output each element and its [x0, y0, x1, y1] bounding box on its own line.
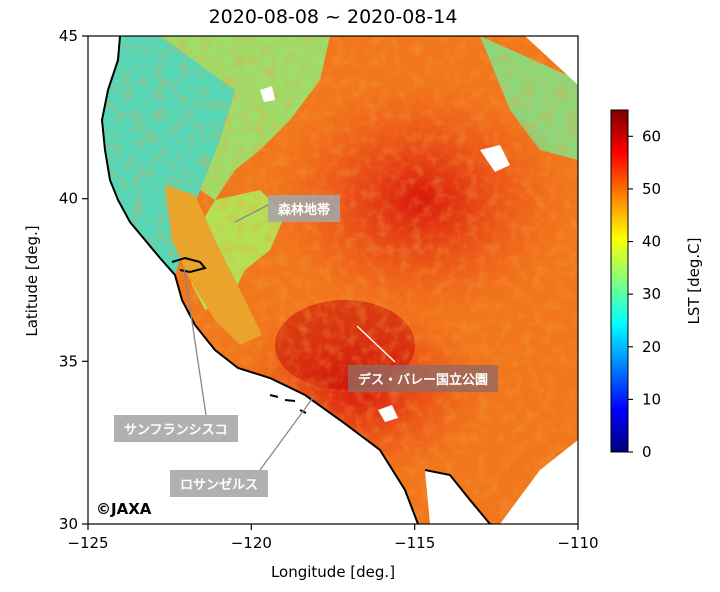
colorbar-tick-label: 30: [642, 285, 661, 303]
callout-los-angeles: ロサンゼルス: [170, 470, 269, 497]
colorbar-tick-label: 10: [642, 390, 661, 408]
colorbar-tick-label: 50: [642, 180, 661, 198]
leader-san-francisco: [183, 267, 207, 416]
figure-title: 2020-08-08 ~ 2020-08-14: [208, 6, 458, 28]
x-axis-ticks: −125 −120 −115 −110: [67, 524, 599, 552]
y-axis-label: Latitude [deg.]: [23, 225, 41, 337]
no-data-patch: [480, 145, 510, 172]
colorbar-tick-label: 20: [642, 338, 661, 356]
colorbar-tick-label: 60: [642, 127, 661, 145]
x-tick-label: −115: [394, 534, 435, 552]
x-axis-label: Longitude [deg.]: [270, 563, 396, 581]
colorbar-tick-label: 40: [642, 233, 661, 251]
callout-forest: 森林地帯: [268, 195, 341, 222]
leader-death-valley: [356, 325, 396, 363]
y-axis-ticks: 30 35 40 45: [59, 27, 88, 533]
x-tick-label: −120: [231, 534, 272, 552]
x-tick-label: −125: [67, 534, 108, 552]
y-tick-label: 30: [59, 515, 78, 533]
no-data-patch: [260, 86, 275, 102]
sf-bay-outline: [171, 256, 207, 274]
sea-of-cortez-edge: [500, 440, 578, 524]
callout-san-francisco: サンフランシスコ: [114, 415, 238, 442]
y-tick-label: 35: [59, 352, 78, 370]
y-tick-label: 45: [59, 27, 78, 45]
leader-los-angeles: [259, 394, 316, 471]
swath-edge: [525, 36, 578, 85]
gulf-of-california: [425, 470, 490, 524]
colorbar-label: LST [deg.C]: [685, 237, 703, 325]
copyright-label: ©JAXA: [96, 500, 152, 518]
y-tick-label: 40: [59, 190, 78, 208]
x-tick-label: −110: [557, 534, 598, 552]
coastline: [100, 36, 419, 524]
lst-raster: [88, 36, 578, 524]
colorbar-ticks: 0 10 20 30 40 50 60: [628, 127, 661, 461]
baja-coast: [424, 469, 491, 524]
ocean: [88, 36, 418, 524]
callout-death-valley: デス・バレー国立公園: [348, 365, 499, 392]
leader-forest: [234, 204, 269, 223]
plot-frame: [87, 35, 579, 525]
colorbar-tick-label: 0: [642, 443, 652, 461]
colorbar-gradient: [610, 109, 629, 453]
no-data-patch: [378, 405, 398, 422]
